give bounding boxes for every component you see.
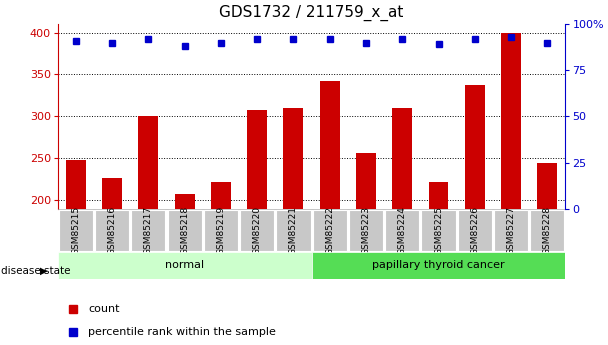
Bar	[537, 164, 558, 209]
Bar	[320, 81, 340, 209]
Text: GSM85217: GSM85217	[144, 206, 153, 255]
Text: GSM85219: GSM85219	[216, 206, 226, 255]
Text: GSM85215: GSM85215	[71, 206, 80, 255]
Bar	[313, 210, 347, 250]
Bar	[385, 210, 420, 250]
Bar	[139, 117, 159, 209]
Bar	[168, 210, 202, 250]
Bar	[465, 86, 485, 209]
Text: count: count	[88, 304, 120, 314]
Text: GSM85225: GSM85225	[434, 206, 443, 255]
Bar	[392, 108, 412, 209]
Bar	[356, 152, 376, 209]
Bar	[277, 210, 311, 250]
Text: GSM85216: GSM85216	[108, 206, 117, 255]
Text: percentile rank within the sample: percentile rank within the sample	[88, 327, 276, 337]
Bar	[211, 182, 231, 209]
Text: ▶: ▶	[40, 266, 47, 276]
Text: GSM85224: GSM85224	[398, 206, 407, 255]
Bar	[174, 194, 195, 209]
Bar	[131, 210, 165, 250]
Bar	[421, 210, 455, 250]
Bar	[501, 32, 521, 209]
Text: GSM85228: GSM85228	[543, 206, 552, 255]
Text: disease state: disease state	[1, 266, 71, 276]
Bar	[429, 182, 449, 209]
Bar	[247, 110, 267, 209]
Bar	[102, 178, 122, 209]
Bar	[95, 210, 129, 250]
Bar	[240, 210, 274, 250]
Bar	[349, 210, 383, 250]
Bar	[458, 210, 492, 250]
Bar	[58, 252, 311, 279]
Bar	[283, 108, 303, 209]
Text: GSM85221: GSM85221	[289, 206, 298, 255]
Text: GSM85223: GSM85223	[362, 206, 370, 255]
Bar	[204, 210, 238, 250]
Bar	[66, 160, 86, 209]
Bar	[494, 210, 528, 250]
Text: GSM85222: GSM85222	[325, 206, 334, 255]
Text: GSM85218: GSM85218	[180, 206, 189, 255]
Bar	[530, 210, 564, 250]
Text: GSM85220: GSM85220	[253, 206, 261, 255]
Text: normal: normal	[165, 260, 204, 270]
Text: GSM85227: GSM85227	[506, 206, 516, 255]
Bar	[59, 210, 93, 250]
Bar	[311, 252, 565, 279]
Text: GSM85226: GSM85226	[470, 206, 479, 255]
Text: papillary thyroid cancer: papillary thyroid cancer	[372, 260, 505, 270]
Title: GDS1732 / 211759_x_at: GDS1732 / 211759_x_at	[219, 5, 404, 21]
